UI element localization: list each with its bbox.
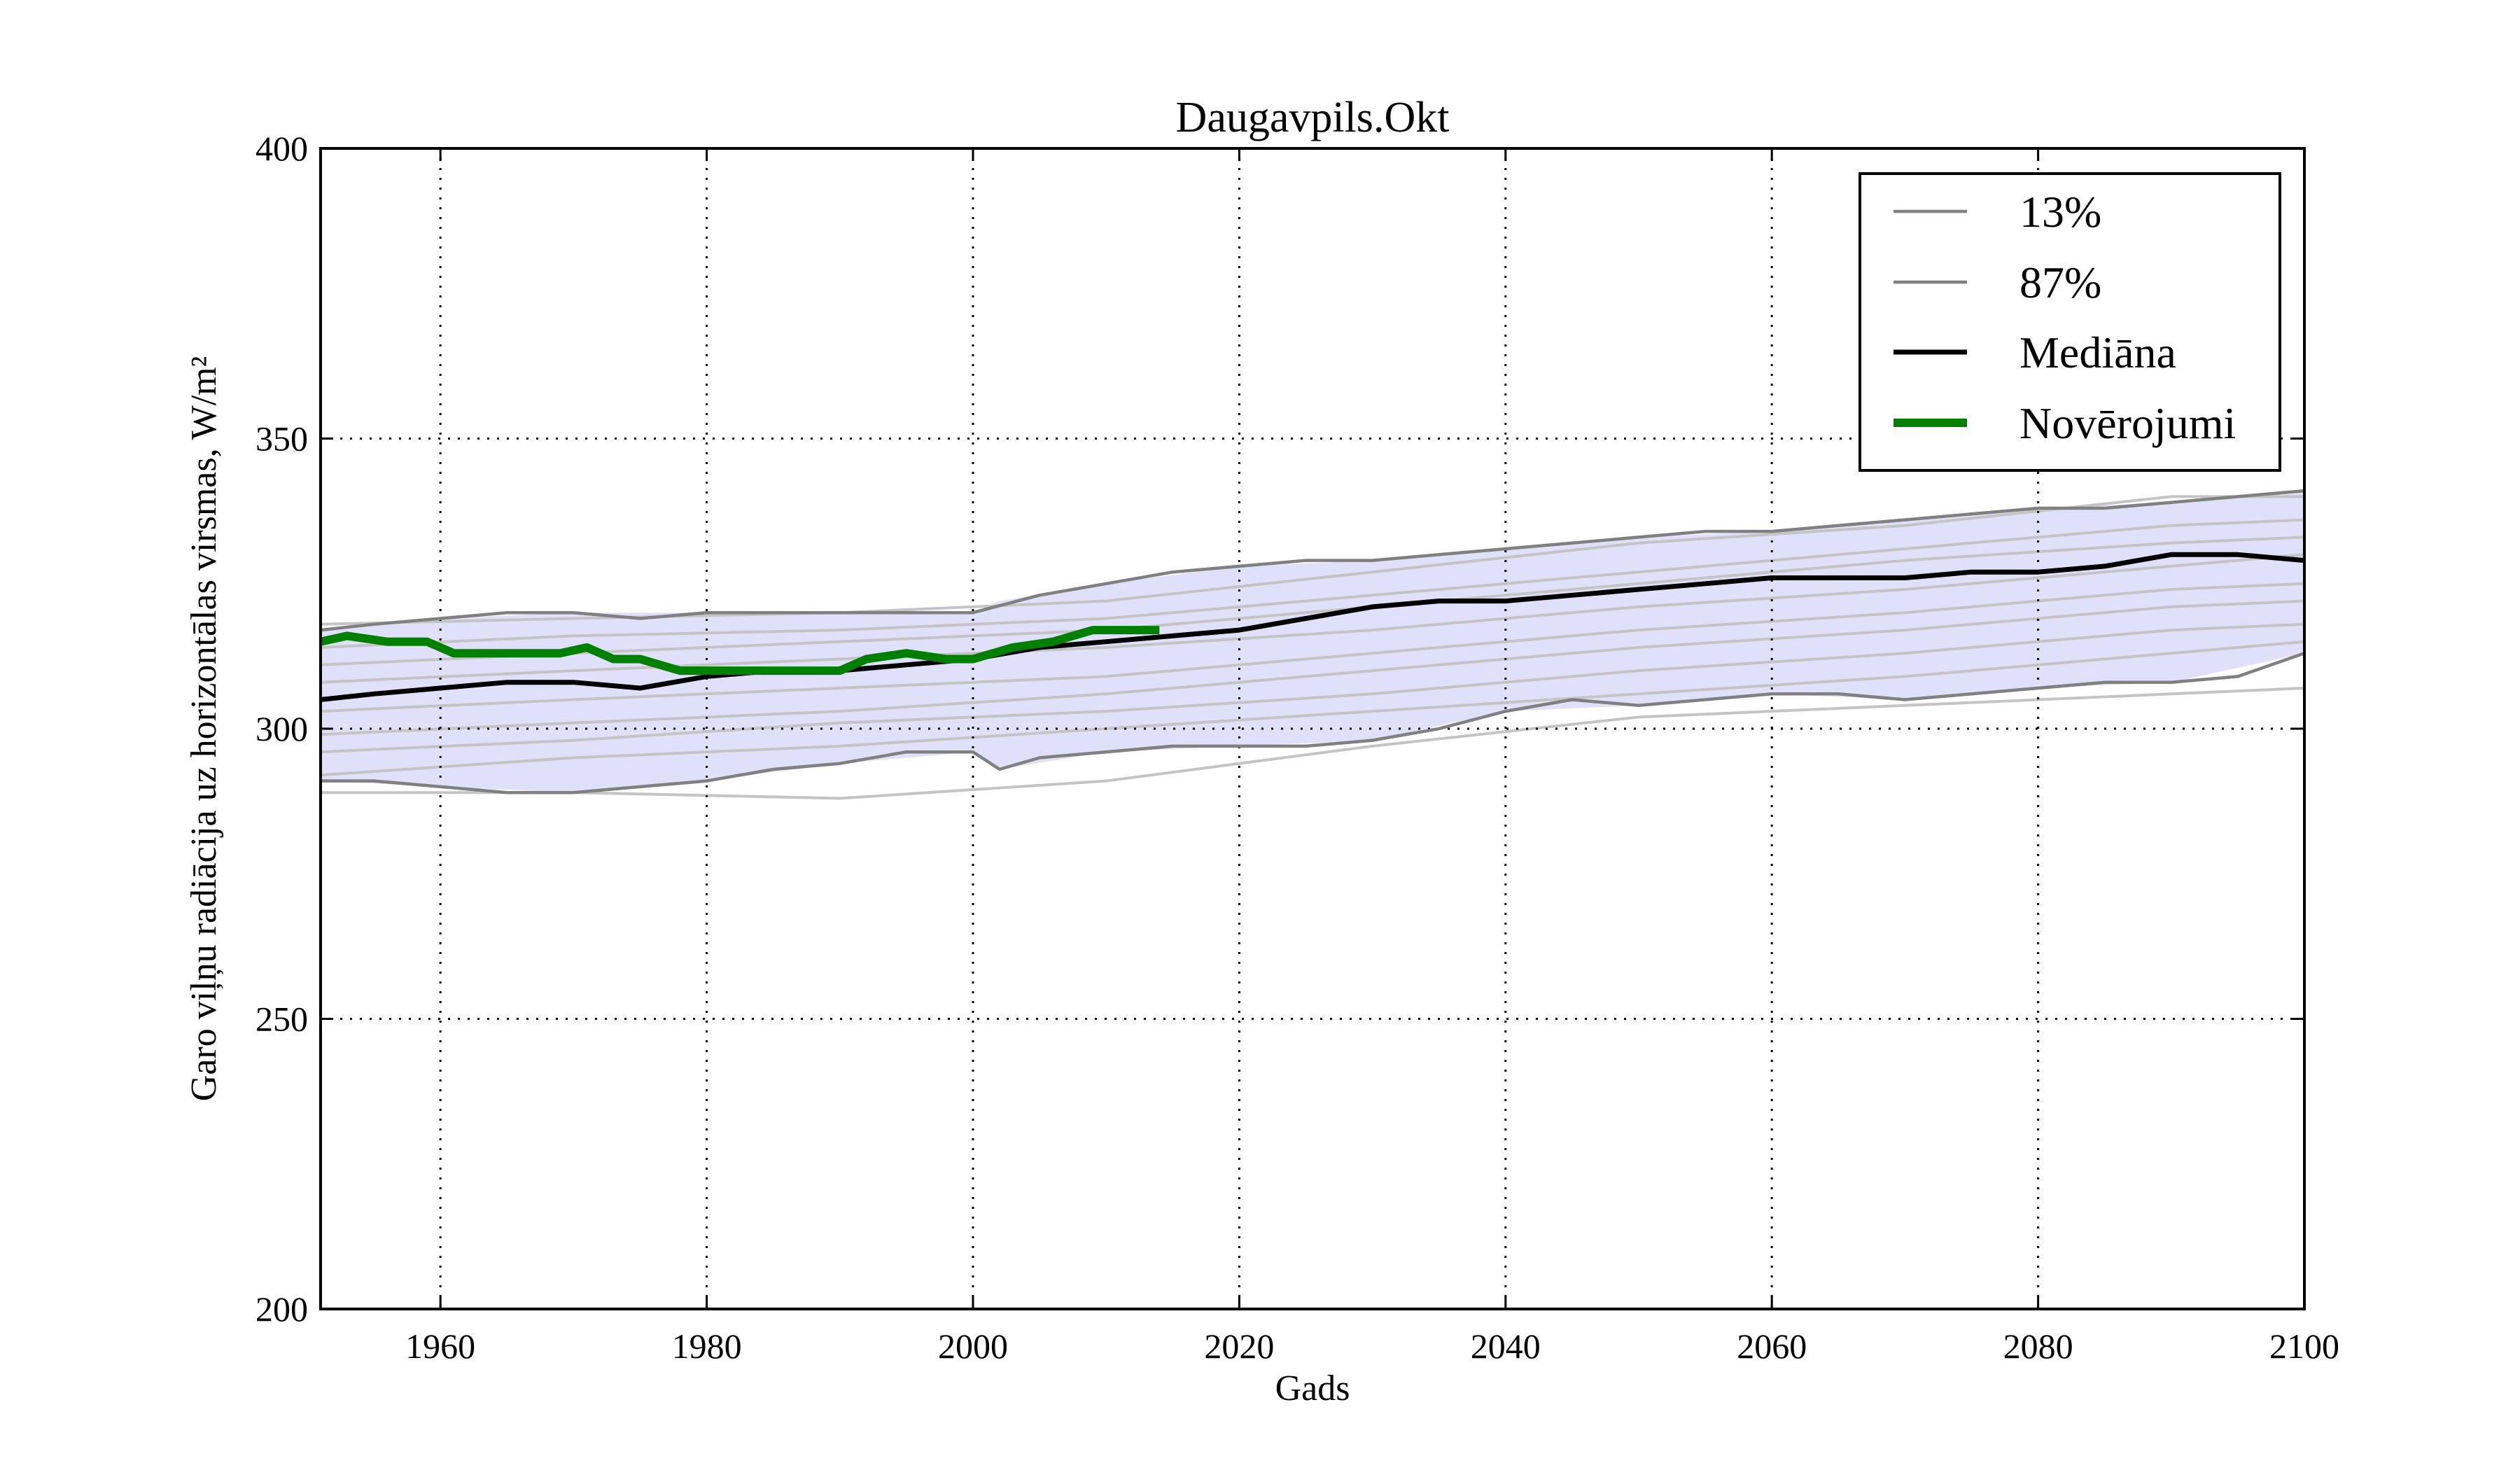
series-layer (319, 489, 2305, 794)
legend-label-upper-percentile: 87% (2019, 258, 2101, 307)
series-line-upper-percentile (320, 489, 2305, 632)
grid-layer (321, 148, 2304, 1309)
y-tick-label-350: 350 (255, 419, 308, 458)
x-tick-label-2100: 2100 (2269, 1326, 2339, 1366)
series-line-lower-percentile (321, 652, 2305, 794)
y-tick-label-200: 200 (255, 1289, 308, 1329)
x-tick-label-2020: 2020 (1204, 1326, 1274, 1366)
legend: 13% 87% Mediāna Novērojumi (1858, 172, 2281, 472)
percentile-band (321, 491, 2304, 793)
ensemble-line-2 (320, 518, 2305, 649)
legend-entries: 13% 87% Mediāna Novērojumi (1893, 187, 2236, 448)
y-axis-label: Garo viļņu radiācija uz horizontālas vir… (184, 356, 224, 1101)
x-tick-label-1960: 1960 (405, 1326, 475, 1366)
series-line-observations (319, 626, 1160, 676)
x-tick-label-2080: 2080 (2003, 1326, 2073, 1366)
percentile-band-layer (321, 491, 2304, 793)
ensemble-line-6 (320, 599, 2305, 736)
legend-label-observations: Novērojumi (2019, 398, 2236, 448)
x-tick-label-2060: 2060 (1737, 1326, 1807, 1366)
ensemble-line-5 (320, 582, 2305, 713)
y-tick-label-400: 400 (255, 129, 308, 168)
x-tick-label-1980: 1980 (672, 1326, 742, 1366)
y-tick-label-250: 250 (255, 1000, 308, 1039)
chart-title: Daugavpils.Okt (1176, 94, 1450, 141)
ensemble-line-8 (320, 640, 2305, 777)
legend-label-lower-percentile: 13% (2019, 187, 2101, 237)
legend-label-median: Mediāna (2019, 328, 2176, 377)
x-tick-label-2040: 2040 (1471, 1326, 1541, 1366)
x-axis-ticks: 1960 1980 2000 2020 2040 2060 2080 2100 (405, 148, 2339, 1366)
y-tick-label-300: 300 (255, 709, 308, 748)
x-tick-label-2000: 2000 (938, 1326, 1008, 1366)
ensemble-line-7 (320, 622, 2305, 754)
series-line-median (320, 552, 2305, 702)
y-axis-ticks: 200 250 300 350 400 (255, 129, 2304, 1329)
ensemble-line-9 (321, 687, 2305, 800)
x-axis-label: Gads (1275, 1368, 1350, 1408)
